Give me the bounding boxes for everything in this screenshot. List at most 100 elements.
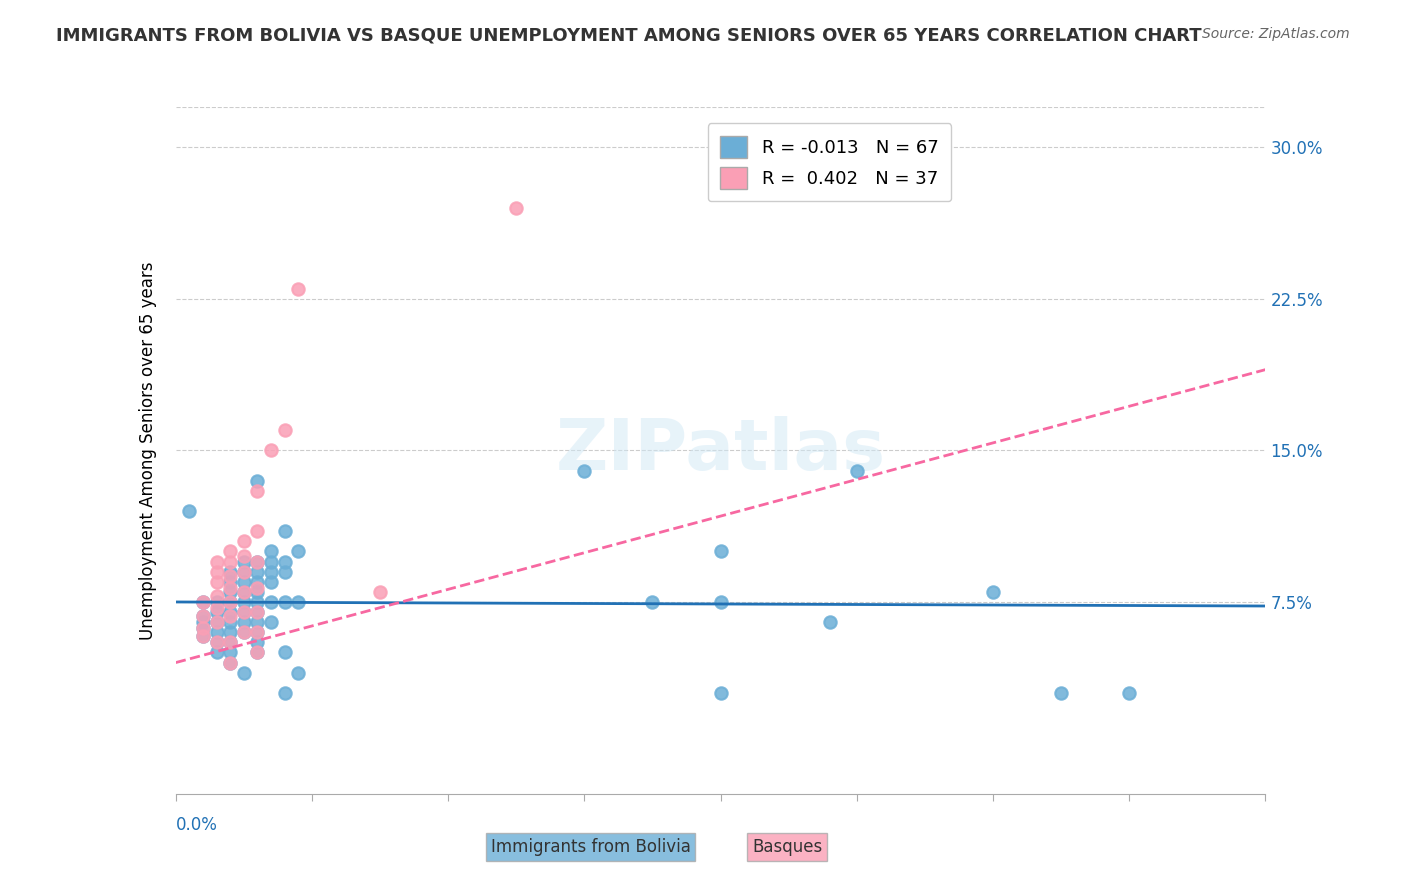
Point bbox=[205, 635, 228, 649]
Point bbox=[246, 595, 269, 609]
Point bbox=[205, 635, 228, 649]
Point bbox=[205, 615, 228, 630]
Y-axis label: Unemployment Among Seniors over 65 years: Unemployment Among Seniors over 65 years bbox=[139, 261, 157, 640]
Point bbox=[274, 565, 297, 579]
Point bbox=[219, 656, 242, 670]
Point bbox=[232, 534, 254, 549]
Point bbox=[274, 524, 297, 539]
Point bbox=[219, 595, 242, 609]
Point bbox=[1118, 686, 1140, 700]
Point bbox=[205, 555, 228, 569]
Point bbox=[191, 629, 214, 643]
Point bbox=[205, 574, 228, 589]
Point bbox=[505, 201, 527, 215]
Point bbox=[232, 665, 254, 680]
Point bbox=[246, 555, 269, 569]
Point bbox=[205, 595, 228, 609]
Point bbox=[274, 595, 297, 609]
Point bbox=[219, 555, 242, 569]
Point bbox=[246, 625, 269, 640]
Point bbox=[368, 585, 391, 599]
Point bbox=[219, 581, 242, 595]
Point bbox=[818, 615, 841, 630]
Point bbox=[274, 423, 297, 437]
Text: ZIPatlas: ZIPatlas bbox=[555, 416, 886, 485]
Point bbox=[274, 555, 297, 569]
Point bbox=[287, 595, 309, 609]
Point bbox=[219, 615, 242, 630]
Point bbox=[246, 625, 269, 640]
Point bbox=[232, 565, 254, 579]
Point bbox=[219, 574, 242, 589]
Point bbox=[179, 504, 201, 518]
Point bbox=[232, 625, 254, 640]
Legend: R = -0.013   N = 67, R =  0.402   N = 37: R = -0.013 N = 67, R = 0.402 N = 37 bbox=[707, 123, 952, 202]
Point bbox=[205, 625, 228, 640]
Point bbox=[232, 595, 254, 609]
Text: Immigrants from Bolivia: Immigrants from Bolivia bbox=[491, 838, 690, 856]
Point bbox=[219, 585, 242, 599]
Point bbox=[246, 483, 269, 498]
Point bbox=[232, 585, 254, 599]
Point bbox=[246, 565, 269, 579]
Point bbox=[191, 595, 214, 609]
Point bbox=[232, 555, 254, 569]
Point bbox=[246, 581, 269, 595]
Point bbox=[246, 555, 269, 569]
Point bbox=[219, 609, 242, 624]
Point bbox=[219, 605, 242, 619]
Point bbox=[287, 665, 309, 680]
Point bbox=[274, 645, 297, 659]
Point bbox=[191, 595, 214, 609]
Point bbox=[219, 568, 242, 582]
Point bbox=[274, 686, 297, 700]
Point bbox=[219, 635, 242, 649]
Point bbox=[205, 605, 228, 619]
Point bbox=[191, 621, 214, 635]
Point bbox=[246, 645, 269, 659]
Point bbox=[191, 615, 214, 630]
Point bbox=[232, 549, 254, 563]
Point bbox=[246, 585, 269, 599]
Text: Source: ZipAtlas.com: Source: ZipAtlas.com bbox=[1202, 27, 1350, 41]
Point bbox=[219, 656, 242, 670]
Point bbox=[260, 595, 283, 609]
Point bbox=[287, 544, 309, 558]
Point bbox=[260, 565, 283, 579]
Point bbox=[246, 615, 269, 630]
Point bbox=[246, 574, 269, 589]
Point bbox=[232, 605, 254, 619]
Point bbox=[710, 595, 733, 609]
Text: IMMIGRANTS FROM BOLIVIA VS BASQUE UNEMPLOYMENT AMONG SENIORS OVER 65 YEARS CORRE: IMMIGRANTS FROM BOLIVIA VS BASQUE UNEMPL… bbox=[56, 27, 1202, 45]
Point bbox=[191, 609, 214, 624]
Point bbox=[205, 589, 228, 603]
Point bbox=[205, 645, 228, 659]
Point bbox=[574, 464, 596, 478]
Point bbox=[232, 615, 254, 630]
Point bbox=[1050, 686, 1073, 700]
Point bbox=[232, 574, 254, 589]
Point bbox=[232, 585, 254, 599]
Point bbox=[232, 625, 254, 640]
Point bbox=[191, 609, 214, 624]
Point bbox=[246, 645, 269, 659]
Point bbox=[219, 595, 242, 609]
Point bbox=[246, 605, 269, 619]
Point bbox=[246, 605, 269, 619]
Text: Basques: Basques bbox=[752, 838, 823, 856]
Point bbox=[641, 595, 664, 609]
Point bbox=[260, 555, 283, 569]
Point bbox=[260, 544, 283, 558]
Point bbox=[219, 544, 242, 558]
Point bbox=[205, 601, 228, 615]
Point bbox=[232, 565, 254, 579]
Text: 0.0%: 0.0% bbox=[176, 816, 218, 834]
Point bbox=[205, 615, 228, 630]
Point bbox=[219, 625, 242, 640]
Point bbox=[260, 615, 283, 630]
Point bbox=[232, 605, 254, 619]
Point bbox=[219, 565, 242, 579]
Point bbox=[246, 635, 269, 649]
Point bbox=[710, 686, 733, 700]
Point bbox=[219, 645, 242, 659]
